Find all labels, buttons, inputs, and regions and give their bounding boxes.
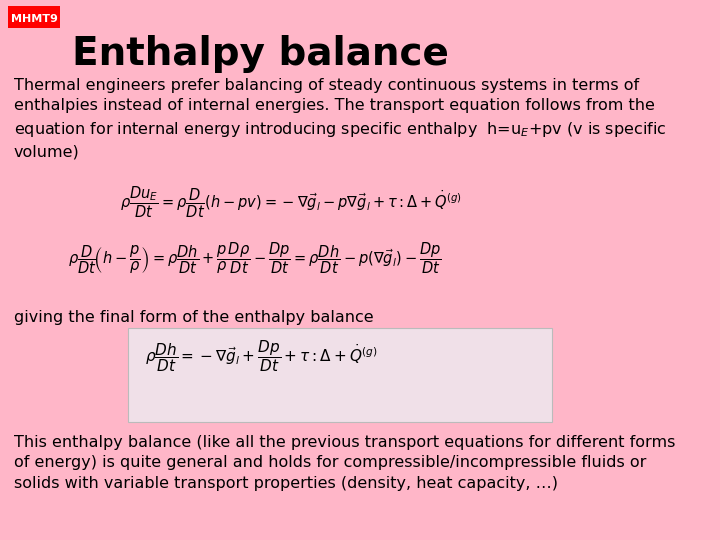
Text: MHMT9: MHMT9 — [11, 14, 58, 24]
FancyBboxPatch shape — [8, 6, 60, 28]
Text: $\rho\dfrac{Du_E}{Dt} = \rho\dfrac{D}{Dt}(h - pv) = -\nabla\vec{g}_l - p\nabla\v: $\rho\dfrac{Du_E}{Dt} = \rho\dfrac{D}{Dt… — [120, 185, 462, 220]
Text: $\rho\dfrac{Dh}{Dt} = -\nabla\vec{g}_l + \dfrac{Dp}{Dt} + \tau:\Delta + \dot{Q}^: $\rho\dfrac{Dh}{Dt} = -\nabla\vec{g}_l +… — [145, 338, 377, 374]
Text: giving the final form of the enthalpy balance: giving the final form of the enthalpy ba… — [14, 310, 374, 325]
Text: $\rho\dfrac{D}{Dt}\!\left(h-\dfrac{p}{\rho}\right) = \rho\dfrac{Dh}{Dt}+\dfrac{p: $\rho\dfrac{D}{Dt}\!\left(h-\dfrac{p}{\r… — [68, 240, 442, 275]
Text: Thermal engineers prefer balancing of steady continuous systems in terms of
enth: Thermal engineers prefer balancing of st… — [14, 78, 667, 159]
Text: This enthalpy balance (like all the previous transport equations for different f: This enthalpy balance (like all the prev… — [14, 435, 675, 491]
FancyBboxPatch shape — [128, 328, 552, 422]
Text: Enthalpy balance: Enthalpy balance — [72, 35, 449, 73]
